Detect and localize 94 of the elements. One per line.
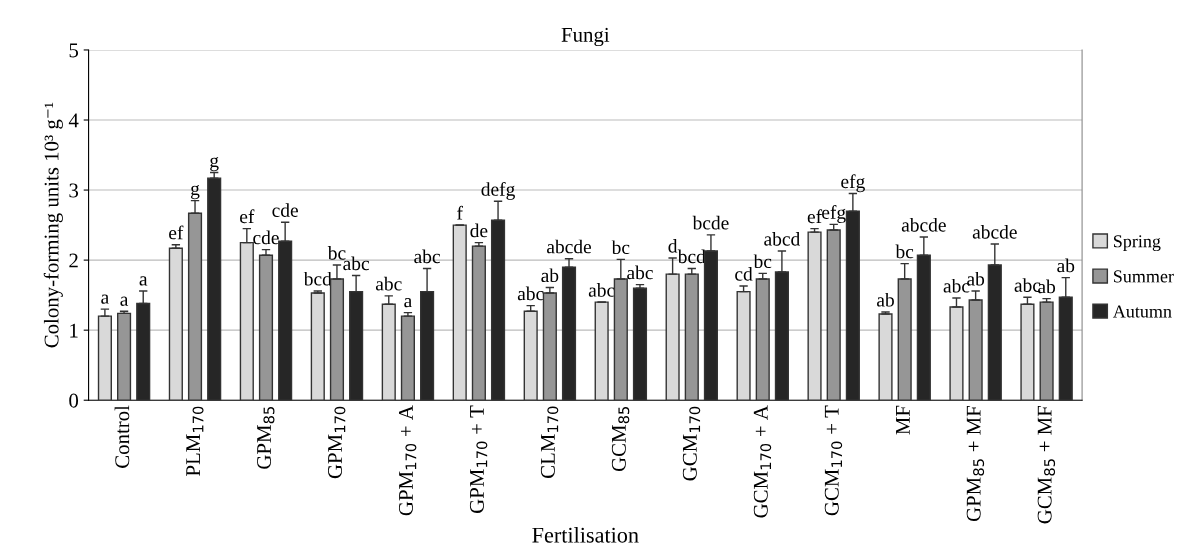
data-label: bcd — [303, 271, 332, 286]
bar — [755, 278, 770, 401]
bar — [774, 271, 789, 401]
x-tick-label: GPM$_{170}$ — [328, 406, 346, 479]
bar — [97, 315, 112, 401]
bar — [613, 278, 628, 401]
data-label: ab — [541, 268, 559, 283]
data-label: bc — [611, 240, 630, 255]
data-label: a — [101, 294, 109, 304]
data-label: abcde — [901, 217, 946, 232]
bar — [826, 229, 841, 401]
bar — [116, 312, 132, 401]
bar — [807, 231, 822, 401]
data-label: ab — [877, 292, 894, 307]
x-tick-label: GCM$_{170}$ + A — [753, 405, 772, 518]
bar — [703, 250, 719, 401]
data-label: ab — [1057, 258, 1075, 273]
data-label: abcde — [547, 239, 591, 254]
bar — [329, 278, 345, 401]
y-tick-label: 4 — [68, 113, 79, 128]
x-tick-label: GCM$_{170}$ + T — [824, 405, 843, 516]
data-label: bc — [753, 254, 772, 269]
data-label: cde — [253, 230, 279, 245]
data-label: abc — [375, 276, 402, 291]
data-label: ef — [169, 225, 184, 240]
data-label: a — [139, 276, 148, 286]
bar — [949, 306, 964, 401]
bar — [258, 254, 274, 401]
data-label: abc — [588, 283, 615, 297]
data-label: efg — [822, 205, 846, 223]
legend-label: Summer — [1113, 270, 1174, 283]
bar — [187, 212, 203, 401]
y-tick-label: 5 — [69, 43, 79, 58]
bar — [523, 310, 538, 401]
x-tick-label: GPM$_{170}$ + A — [398, 405, 417, 516]
bar — [471, 245, 486, 401]
bar — [632, 287, 648, 401]
x-tick-label: PLM$_{170}$ — [186, 406, 204, 476]
bar — [490, 219, 506, 401]
bar — [845, 210, 860, 401]
data-label: de — [470, 223, 488, 238]
legend-label: Spring — [1113, 235, 1161, 252]
x-tick-label: CLM$_{170}$ — [540, 406, 559, 478]
bar — [878, 313, 893, 401]
x-tick-label: MF — [896, 405, 910, 435]
data-label: a — [404, 297, 412, 308]
data-label: bcde — [692, 215, 729, 230]
data-label: efg — [841, 174, 865, 193]
y-tick-label: 3 — [69, 183, 79, 198]
data-label: g — [210, 156, 219, 172]
data-label: cde — [272, 203, 298, 217]
x-tick-label: GPM$_{85}$ + MF — [966, 405, 985, 522]
bar — [684, 273, 699, 401]
bar — [561, 266, 577, 401]
bar — [168, 247, 183, 401]
bar — [310, 292, 325, 401]
data-label: defg — [481, 181, 515, 200]
data-label: ef — [807, 209, 823, 224]
y-axis-title: Colony-forming units 10³ g⁻¹ — [43, 102, 63, 348]
bar — [736, 290, 751, 401]
data-label: abcde — [972, 224, 1017, 239]
data-label: abcd — [764, 231, 801, 246]
bar — [542, 292, 557, 401]
data-label: ef — [240, 209, 255, 224]
x-tick-label: GPM$_{170}$ + T — [469, 405, 488, 513]
bar — [665, 273, 680, 401]
data-label: d — [668, 238, 678, 253]
bar — [968, 299, 983, 401]
data-label: abc — [517, 286, 544, 301]
bar — [400, 315, 416, 401]
x-axis-title: Fertilisation — [532, 527, 639, 543]
y-tick-label: 2 — [69, 253, 78, 268]
chart-title: Fungi — [561, 27, 610, 47]
y-tick-label: 0 — [69, 393, 79, 408]
x-tick-label: GCM$_{170}$ — [682, 406, 701, 481]
x-tick-label: GCM$_{85}$ — [611, 407, 630, 472]
x-tick-label: Control — [114, 405, 130, 468]
data-label: cd — [735, 267, 753, 281]
y-tick-label: 1 — [70, 323, 78, 338]
bar — [897, 278, 912, 401]
x-tick-label: GCM$_{85}$ + MF — [1037, 405, 1056, 524]
bar — [987, 264, 1002, 401]
x-tick-label: GPM$_{85}$ — [257, 407, 275, 469]
bar — [594, 301, 609, 401]
data-label: abc — [414, 249, 440, 264]
bar — [452, 224, 467, 401]
bar — [207, 177, 222, 401]
data-label: abc — [627, 265, 653, 280]
data-label: bc — [895, 244, 914, 259]
data-label: f — [457, 205, 463, 220]
bar — [1039, 301, 1054, 401]
data-label: g — [191, 185, 200, 200]
data-label: a — [120, 296, 129, 306]
legend-label: Autumn — [1112, 305, 1172, 318]
